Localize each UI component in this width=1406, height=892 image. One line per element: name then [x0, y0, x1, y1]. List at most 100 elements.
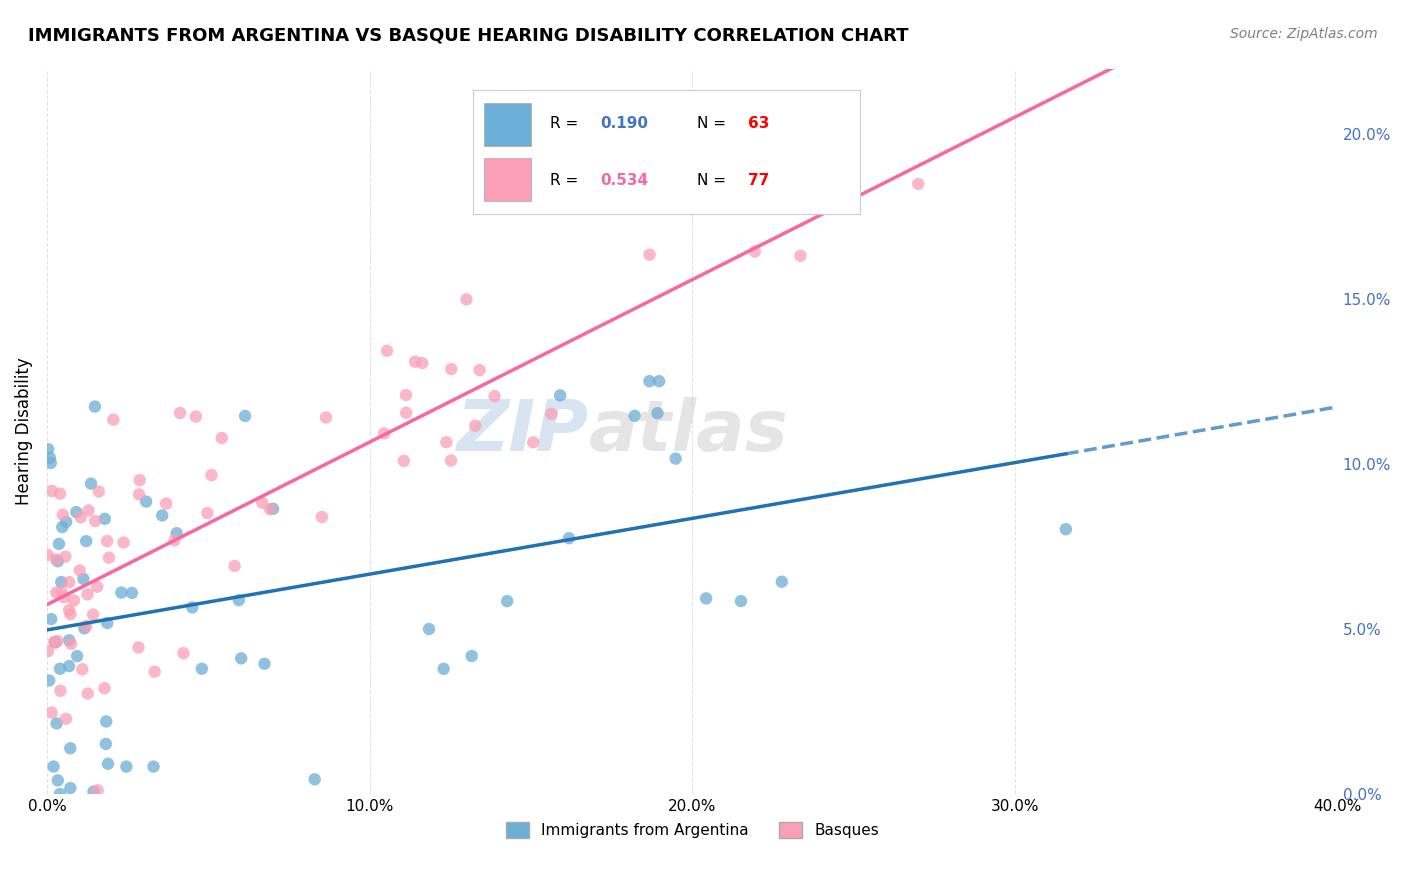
Point	[623, 409, 645, 423]
Point	[496, 594, 519, 608]
Point	[433, 662, 456, 676]
Point	[52, 508, 75, 522]
Point	[51, 575, 73, 590]
Point	[128, 487, 150, 501]
Point	[262, 501, 284, 516]
Point	[96, 616, 118, 631]
Point	[484, 389, 506, 403]
Point	[41, 483, 63, 498]
Point	[135, 494, 157, 508]
Point	[69, 563, 91, 577]
Point	[315, 410, 337, 425]
Point	[39, 612, 62, 626]
Point	[45, 585, 67, 599]
Point	[49, 787, 72, 801]
Point	[46, 634, 69, 648]
Point	[63, 593, 86, 607]
Point	[73, 621, 96, 635]
Point	[110, 585, 132, 599]
Point	[86, 580, 108, 594]
Point	[648, 374, 671, 388]
Point	[163, 533, 186, 548]
Point	[86, 783, 108, 797]
Point	[155, 497, 177, 511]
Point	[48, 537, 70, 551]
Point	[51, 585, 73, 599]
Point	[58, 575, 80, 590]
Point	[191, 662, 214, 676]
Point	[59, 607, 82, 622]
Point	[311, 510, 333, 524]
Point	[404, 355, 426, 369]
Point	[55, 712, 77, 726]
Point	[434, 435, 457, 450]
Point	[200, 468, 222, 483]
Point	[638, 248, 661, 262]
Point	[464, 418, 486, 433]
Point	[94, 512, 117, 526]
Point	[253, 657, 276, 671]
Point	[540, 407, 562, 421]
Point	[456, 293, 478, 307]
Point	[84, 514, 107, 528]
Point	[58, 633, 80, 648]
Point	[695, 591, 717, 606]
Point	[76, 587, 98, 601]
Point	[195, 506, 218, 520]
Point	[142, 759, 165, 773]
Point	[231, 651, 253, 665]
Point	[83, 400, 105, 414]
Point	[228, 593, 250, 607]
Point	[37, 644, 59, 658]
Point	[42, 759, 65, 773]
Point	[60, 637, 83, 651]
Point	[69, 510, 91, 524]
Point	[45, 716, 67, 731]
Point	[97, 756, 120, 771]
Point	[373, 426, 395, 441]
Point	[166, 526, 188, 541]
Point	[45, 552, 67, 566]
Point	[392, 454, 415, 468]
Point	[304, 772, 326, 787]
Point	[169, 406, 191, 420]
Point	[80, 476, 103, 491]
Point	[184, 409, 207, 424]
Point	[49, 486, 72, 500]
Point	[418, 622, 440, 636]
Point	[395, 388, 418, 402]
Point	[53, 549, 76, 564]
Point	[150, 508, 173, 523]
Point	[233, 409, 256, 423]
Point	[65, 505, 87, 519]
Point	[112, 535, 135, 549]
Point	[51, 520, 73, 534]
Point	[730, 594, 752, 608]
Point	[375, 343, 398, 358]
Point	[224, 558, 246, 573]
Point	[37, 548, 59, 562]
Point	[770, 574, 793, 589]
Point	[558, 531, 581, 545]
Point	[37, 442, 59, 457]
Point	[97, 550, 120, 565]
Point	[55, 515, 77, 529]
Text: atlas: atlas	[589, 397, 789, 466]
Point	[522, 435, 544, 450]
Point	[172, 646, 194, 660]
Point	[744, 244, 766, 259]
Y-axis label: Hearing Disability: Hearing Disability	[15, 358, 32, 505]
Point	[58, 659, 80, 673]
Point	[647, 406, 669, 420]
Point	[49, 662, 72, 676]
Point	[461, 648, 484, 663]
Point	[252, 496, 274, 510]
Legend: Immigrants from Argentina, Basques: Immigrants from Argentina, Basques	[499, 816, 884, 845]
Point	[38, 673, 60, 688]
Point	[76, 686, 98, 700]
Point	[259, 502, 281, 516]
Point	[82, 607, 104, 622]
Point	[211, 431, 233, 445]
Point	[39, 450, 62, 465]
Point	[44, 635, 66, 649]
